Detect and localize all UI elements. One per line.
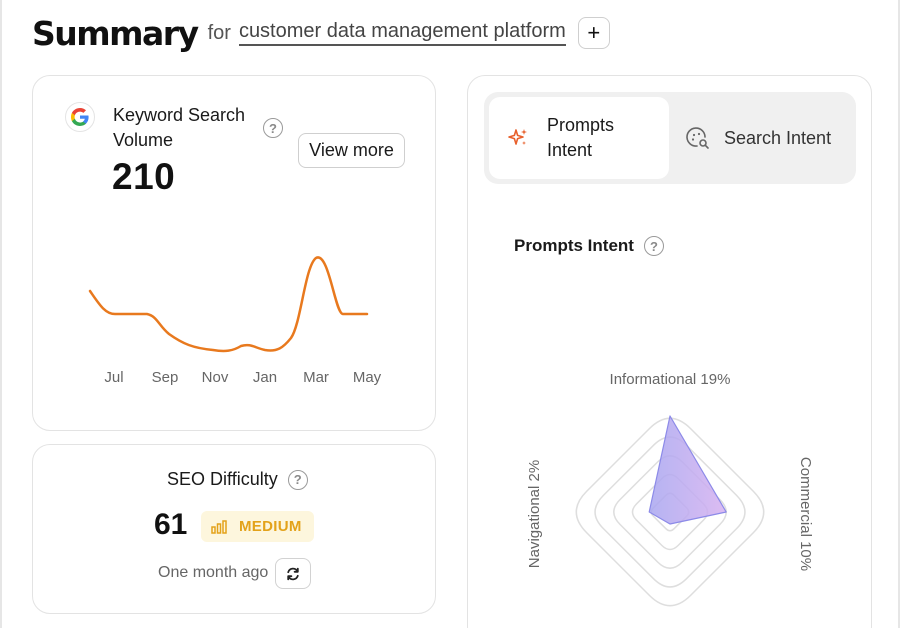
month-label: Nov xyxy=(202,369,229,386)
seo-difficulty-value: 61 xyxy=(154,508,188,541)
page-header: Summary for customer data management pla… xyxy=(32,10,610,56)
bar-chart-icon xyxy=(211,519,227,534)
axis-label-informational: Informational 19% xyxy=(610,371,731,388)
last-updated-text: One month ago xyxy=(158,564,269,581)
tab-prompts-intent[interactable]: Prompts Intent xyxy=(489,97,669,179)
refresh-icon xyxy=(287,567,299,580)
tab-label: Search Intent xyxy=(724,127,832,148)
view-more-button[interactable]: View more xyxy=(298,133,405,168)
volume-trend-line xyxy=(88,256,369,353)
month-label: Jan xyxy=(253,369,277,386)
search-intent-icon xyxy=(686,127,709,149)
sparkle-icon xyxy=(508,129,527,145)
intent-card: Prompts Intent Search Intent Prompts Int… xyxy=(467,75,872,628)
help-icon[interactable]: ? xyxy=(263,118,283,138)
page-border-left xyxy=(0,0,2,628)
page-border-right xyxy=(898,0,900,628)
keyword-volume-title: Keyword Search Volume xyxy=(113,105,246,150)
seo-difficulty-card: SEO Difficulty ? 61 MEDIUM One month ago xyxy=(32,444,436,614)
page-title: Summary xyxy=(32,13,199,53)
axis-label-commercial: Commercial 10% xyxy=(797,457,814,571)
google-icon xyxy=(65,102,95,132)
month-label: Sep xyxy=(152,369,179,386)
axis-label-navigational: Navigational 2% xyxy=(526,460,543,568)
difficulty-level-label: MEDIUM xyxy=(239,518,302,535)
intent-radar-chart: Informational 19% Commercial 10% Navigat… xyxy=(526,371,814,607)
volume-trend-chart: Jul Sep Nov Jan Mar May xyxy=(88,256,382,386)
prompts-intent-title: Prompts Intent xyxy=(514,236,634,255)
radar-intent-area xyxy=(648,415,727,525)
for-label: for xyxy=(207,21,231,44)
keyword-volume-value: 210 xyxy=(112,156,176,197)
month-label: Jul xyxy=(104,369,123,386)
tab-label: Prompts Intent xyxy=(547,115,615,160)
month-label: May xyxy=(353,369,382,386)
tab-search-intent[interactable]: Search Intent xyxy=(686,97,831,179)
radar-grid-ring xyxy=(575,417,765,607)
month-label: Mar xyxy=(303,369,329,386)
add-keyword-button[interactable]: + xyxy=(577,17,610,49)
help-icon[interactable]: ? xyxy=(643,236,664,256)
intent-tabs: Prompts Intent Search Intent xyxy=(484,92,856,184)
keyword-search-volume-card: Keyword Search Volume ? 210 View more Ju… xyxy=(32,75,436,431)
difficulty-level-badge: MEDIUM xyxy=(201,511,314,542)
seo-difficulty-title: SEO Difficulty xyxy=(167,469,278,489)
subject-keyword-link[interactable]: customer data management platform xyxy=(238,20,566,46)
help-icon[interactable]: ? xyxy=(287,469,308,490)
refresh-button[interactable] xyxy=(275,558,311,589)
